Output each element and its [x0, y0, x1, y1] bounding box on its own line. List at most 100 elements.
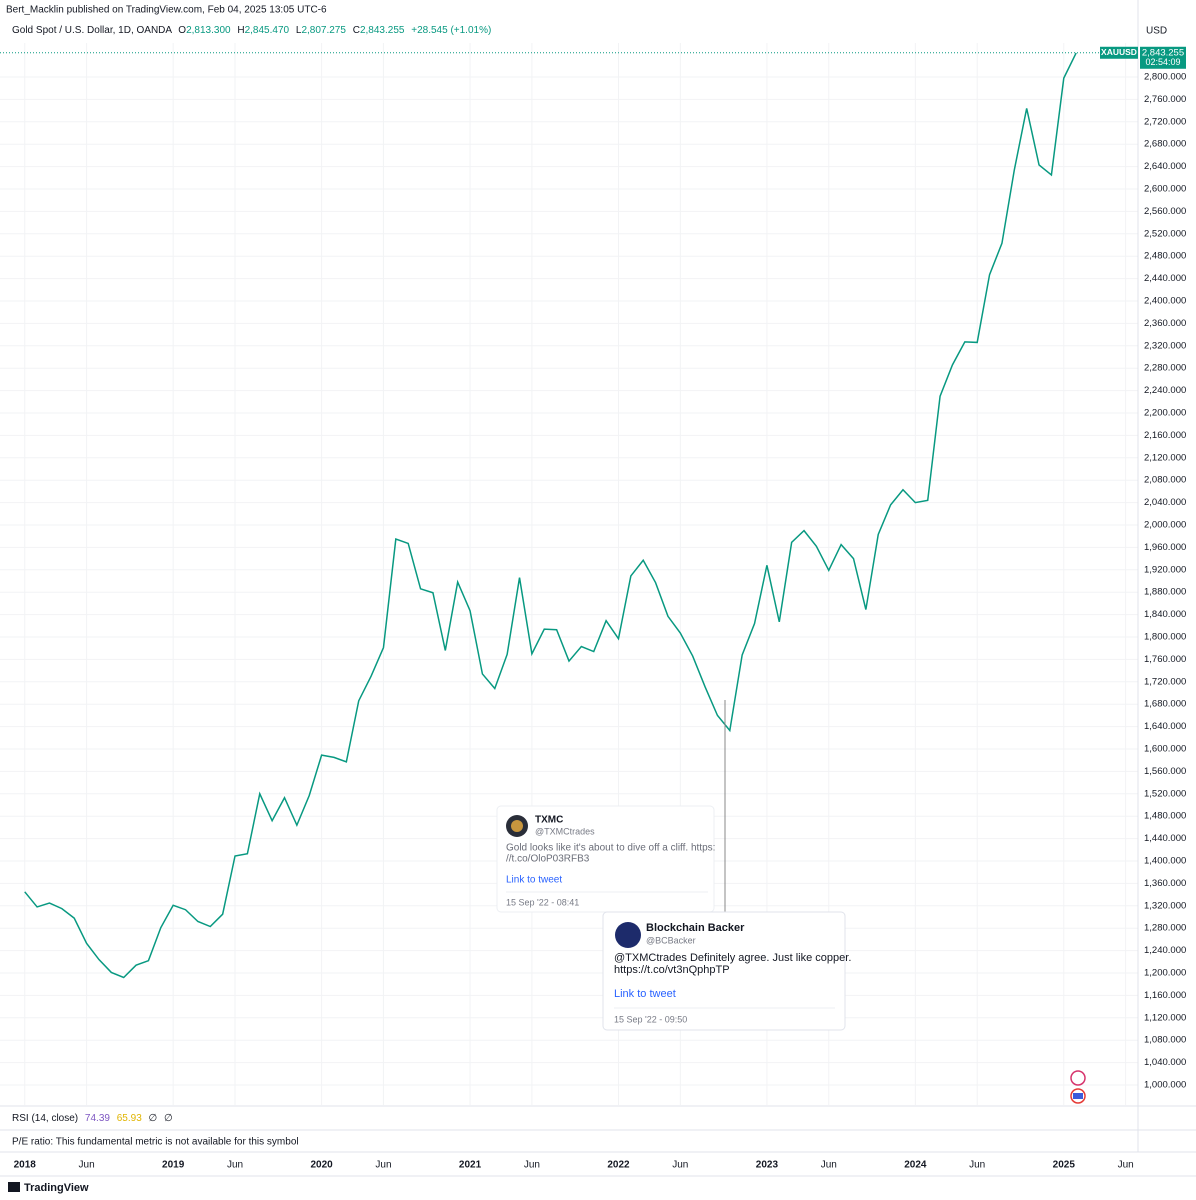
x-tick-label: 2023: [756, 1160, 779, 1171]
symbol-legend: Gold Spot / U.S. Dollar, 1D, OANDA O2,81…: [12, 25, 491, 36]
x-tick-label: 2025: [1053, 1160, 1076, 1171]
x-tick-label: Jun: [1118, 1160, 1134, 1171]
tweet-box: [602, 911, 846, 1031]
tweet-text: Gold looks like it's about to dive off a…: [506, 843, 715, 854]
y-tick-label: 2,120.000: [1144, 452, 1186, 463]
published-note: Bert_Macklin published on TradingView.co…: [6, 5, 327, 16]
y-tick-label: 2,000.000: [1144, 520, 1186, 531]
y-tick-label: 2,160.000: [1144, 430, 1186, 441]
tweet-handle: @TXMCtrades: [535, 826, 595, 836]
y-tick-label: 2,200.000: [1144, 408, 1186, 419]
y-tick-label: 2,240.000: [1144, 385, 1186, 396]
x-tick-label: 2022: [607, 1160, 630, 1171]
x-tick-label: 2018: [14, 1160, 37, 1171]
y-tick-label: 2,440.000: [1144, 273, 1186, 284]
tweet-author: Blockchain Backer: [646, 922, 745, 934]
avatar-icon: [511, 820, 523, 832]
tweet-text: https://t.co/vt3nQphpTP: [614, 964, 730, 976]
y-tick-label: 1,520.000: [1144, 788, 1186, 799]
price-line: [24, 52, 1077, 979]
y-tick-label: 1,640.000: [1144, 721, 1186, 732]
y-tick-label: 2,640.000: [1144, 161, 1186, 172]
y-tick-label: 2,320.000: [1144, 340, 1186, 351]
ohlc-value: 2,807.275: [301, 25, 346, 36]
y-tick-label: 1,080.000: [1144, 1035, 1186, 1046]
event-icon[interactable]: [1070, 1070, 1086, 1086]
y-tick-label: 1,120.000: [1144, 1012, 1186, 1023]
y-tick-label: 1,480.000: [1144, 811, 1186, 822]
flag-icon: [1073, 1093, 1083, 1099]
y-tick-label: 1,360.000: [1144, 878, 1186, 889]
y-tick-label: 1,160.000: [1144, 990, 1186, 1001]
tweet-text: //t.co/OloP03RFB3: [506, 854, 590, 865]
y-tick-label: 1,040.000: [1144, 1057, 1186, 1068]
y-tick-label: 1,400.000: [1144, 856, 1186, 867]
x-tick-label: 2019: [162, 1160, 185, 1171]
x-tick-label: 2021: [459, 1160, 482, 1171]
ohlc-label: L: [296, 25, 302, 36]
y-tick-label: 1,320.000: [1144, 900, 1186, 911]
y-tick-label: 1,920.000: [1144, 564, 1186, 575]
rsi-value: 74.39: [85, 1113, 110, 1124]
y-tick-label: 2,040.000: [1144, 497, 1186, 508]
ohlc-label: C: [353, 25, 360, 36]
y-tick-label: 2,680.000: [1144, 139, 1186, 150]
y-tick-label: 1,840.000: [1144, 609, 1186, 620]
tweet-link[interactable]: Link to tweet: [614, 988, 676, 1000]
pe-note: P/E ratio: This fundamental metric is no…: [12, 1137, 299, 1148]
y-tick-label: 2,400.000: [1144, 296, 1186, 307]
y-tick-label: 1,800.000: [1144, 632, 1186, 643]
x-tick-label: 2024: [904, 1160, 927, 1171]
rsi-legend: RSI (14, close) 74.39 65.93 ∅ ∅: [12, 1113, 173, 1124]
tweet-time: 15 Sep '22 - 08:41: [506, 897, 579, 907]
ohlc-label: O: [178, 25, 186, 36]
x-tick-label: Jun: [821, 1160, 837, 1171]
y-tick-label: 2,760.000: [1144, 94, 1186, 105]
tweet-time: 15 Sep '22 - 09:50: [614, 1014, 687, 1024]
y-tick-label: 2,360.000: [1144, 318, 1186, 329]
currency-label: USD: [1146, 26, 1167, 37]
x-tick-label: Jun: [969, 1160, 985, 1171]
x-tick-label: Jun: [524, 1160, 540, 1171]
x-tick-label: Jun: [79, 1160, 95, 1171]
y-tick-label: 2,520.000: [1144, 228, 1186, 239]
price-tag-label: 2,843.255: [1142, 47, 1184, 58]
y-tick-label: 1,760.000: [1144, 654, 1186, 665]
y-tick-label: 2,800.000: [1144, 72, 1186, 83]
rsi-value: 65.93: [117, 1113, 142, 1124]
ohlc-value: 2,813.300: [186, 25, 231, 36]
y-tick-label: 1,000.000: [1144, 1080, 1186, 1091]
rsi-value: ∅: [164, 1113, 173, 1124]
y-tick-label: 2,480.000: [1144, 251, 1186, 262]
tweet-handle: @BCBacker: [646, 935, 696, 945]
y-tick-label: 1,680.000: [1144, 699, 1186, 710]
y-tick-label: 1,240.000: [1144, 945, 1186, 956]
price-tag-countdown: 02:54:09: [1145, 57, 1180, 67]
symbol-tag-label: XAUUSD: [1101, 47, 1137, 57]
logo: [8, 1182, 20, 1192]
tweet-link[interactable]: Link to tweet: [506, 875, 562, 886]
y-tick-label: 2,600.000: [1144, 184, 1186, 195]
y-tick-label: 2,280.000: [1144, 363, 1186, 374]
tweet-card[interactable]: TXMC @TXMCtrades Gold looks like it's ab…: [496, 805, 715, 913]
symbol-tag: [1100, 46, 1138, 59]
symbol-name: Gold Spot / U.S. Dollar, 1D, OANDA: [12, 25, 172, 36]
y-tick-label: 1,600.000: [1144, 744, 1186, 755]
y-tick-label: 2,080.000: [1144, 475, 1186, 486]
tweet-card[interactable]: Blockchain Backer @BCBacker @TXMCtrades …: [602, 911, 851, 1031]
change: +28.545 (+1.01%): [411, 25, 491, 36]
rsi-label: RSI (14, close): [12, 1113, 78, 1124]
y-tick-label: 1,880.000: [1144, 587, 1186, 598]
y-tick-label: 2,720.000: [1144, 116, 1186, 127]
x-tick-label: Jun: [227, 1160, 243, 1171]
plot: [0, 52, 1138, 979]
ohlc-value: 2,843.255: [360, 25, 405, 36]
y-tick-label: 1,720.000: [1144, 676, 1186, 687]
price-tag: [1140, 46, 1186, 69]
y-tick-label: 1,440.000: [1144, 833, 1186, 844]
y-tick-label: 1,280.000: [1144, 923, 1186, 934]
y-tick-label: 1,960.000: [1144, 542, 1186, 553]
ohlc-label: H: [237, 25, 244, 36]
tweet-author: TXMC: [535, 815, 563, 826]
